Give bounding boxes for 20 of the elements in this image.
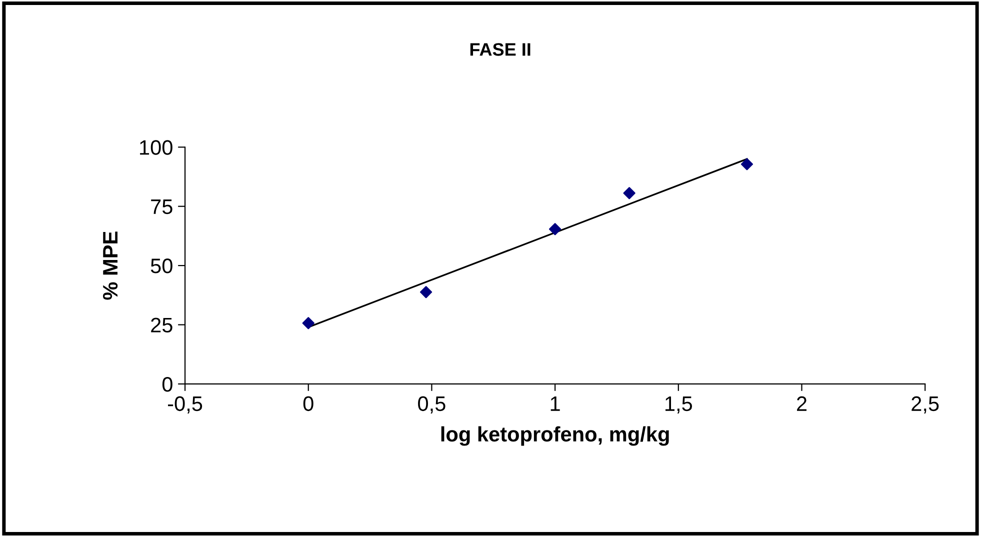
point: [302, 317, 314, 330]
y-axis-title: % MPE: [102, 232, 118, 300]
point: [420, 286, 432, 298]
x-tick-label: 2,5: [912, 396, 939, 414]
y-tick-label: 75: [151, 200, 172, 214]
x-tick-label: 2: [796, 396, 806, 411]
x-tick-label: 1,5: [666, 396, 692, 414]
y-tick-label: 25: [151, 318, 172, 333]
y-tick-label: 50: [150, 258, 172, 274]
x-axis-title: log ketoprofeno, mg/kg: [441, 426, 669, 446]
point: [548, 223, 562, 236]
x-tick-label: 0: [303, 396, 314, 412]
x-tick-label: 1: [550, 396, 560, 411]
chart-title: FASE II: [470, 43, 530, 56]
point: [740, 158, 754, 170]
y-tick-label: 100: [140, 140, 172, 155]
y-tick-label: 0: [162, 376, 172, 392]
point: [623, 187, 636, 200]
x-tick-label: -0,5: [168, 396, 202, 414]
x-tick-label: 0,5: [418, 396, 446, 414]
